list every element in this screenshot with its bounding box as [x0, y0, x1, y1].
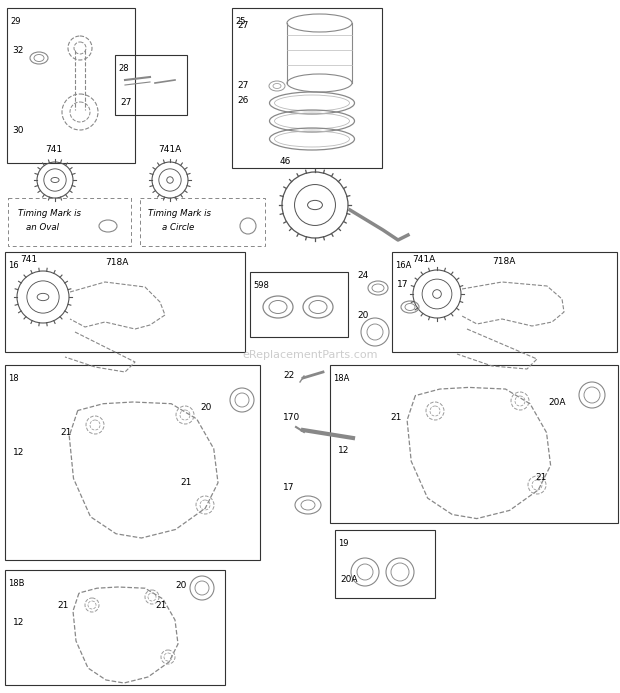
Text: an Oval: an Oval	[26, 223, 59, 232]
Bar	[392, 252, 617, 352]
Text: 21: 21	[57, 601, 68, 610]
Text: 18A: 18A	[333, 374, 350, 383]
Text: 21: 21	[180, 478, 192, 487]
Text: 741: 741	[20, 255, 37, 264]
Text: 170: 170	[283, 413, 300, 422]
Text: 32: 32	[12, 46, 24, 55]
Bar	[232, 8, 382, 168]
Text: 20: 20	[175, 581, 187, 590]
Text: 718A: 718A	[105, 258, 128, 267]
Bar	[5, 365, 260, 560]
Text: 21: 21	[60, 428, 71, 437]
Bar	[140, 198, 265, 246]
Text: 18B: 18B	[8, 579, 25, 588]
Text: a Circle: a Circle	[162, 223, 194, 232]
Text: 18: 18	[8, 374, 19, 383]
Text: 12: 12	[338, 446, 350, 455]
Text: Timing Mark is: Timing Mark is	[148, 209, 211, 218]
Text: 741A: 741A	[158, 145, 181, 154]
Text: 17: 17	[283, 483, 294, 492]
Text: 21: 21	[535, 473, 546, 482]
Text: 21: 21	[390, 413, 401, 422]
Text: 20A: 20A	[548, 398, 565, 407]
Text: 27: 27	[120, 98, 131, 107]
Text: 28: 28	[118, 64, 128, 73]
Text: Timing Mark is: Timing Mark is	[18, 209, 81, 218]
Text: 19: 19	[338, 539, 348, 548]
Bar	[115, 55, 187, 115]
Text: 598: 598	[253, 281, 269, 290]
Bar	[330, 365, 618, 523]
Bar	[8, 198, 131, 246]
Text: eReplacementParts.com: eReplacementParts.com	[242, 350, 378, 360]
Text: 16: 16	[8, 261, 19, 270]
Text: 12: 12	[13, 618, 24, 627]
Text: 25: 25	[235, 17, 246, 26]
Text: 27: 27	[237, 21, 249, 30]
Bar	[7, 8, 135, 163]
Bar	[5, 252, 245, 352]
Bar	[5, 570, 225, 685]
Text: 27: 27	[237, 81, 249, 90]
Text: 718A: 718A	[492, 257, 515, 266]
Text: 21: 21	[155, 601, 166, 610]
Text: 24: 24	[357, 271, 368, 280]
Text: 26: 26	[237, 96, 249, 105]
Text: 30: 30	[12, 126, 24, 135]
Text: 20: 20	[200, 403, 211, 412]
Text: 46: 46	[280, 157, 291, 166]
Text: 741A: 741A	[412, 255, 435, 264]
Text: 17: 17	[397, 280, 409, 289]
Text: 29: 29	[10, 17, 20, 26]
Text: 12: 12	[13, 448, 24, 457]
Text: 741: 741	[45, 145, 62, 154]
Text: 20: 20	[357, 311, 368, 320]
Text: 22: 22	[283, 371, 294, 380]
Text: 16A: 16A	[395, 261, 412, 270]
Bar	[250, 272, 348, 337]
Text: 20A: 20A	[340, 575, 358, 584]
Bar	[335, 530, 435, 598]
